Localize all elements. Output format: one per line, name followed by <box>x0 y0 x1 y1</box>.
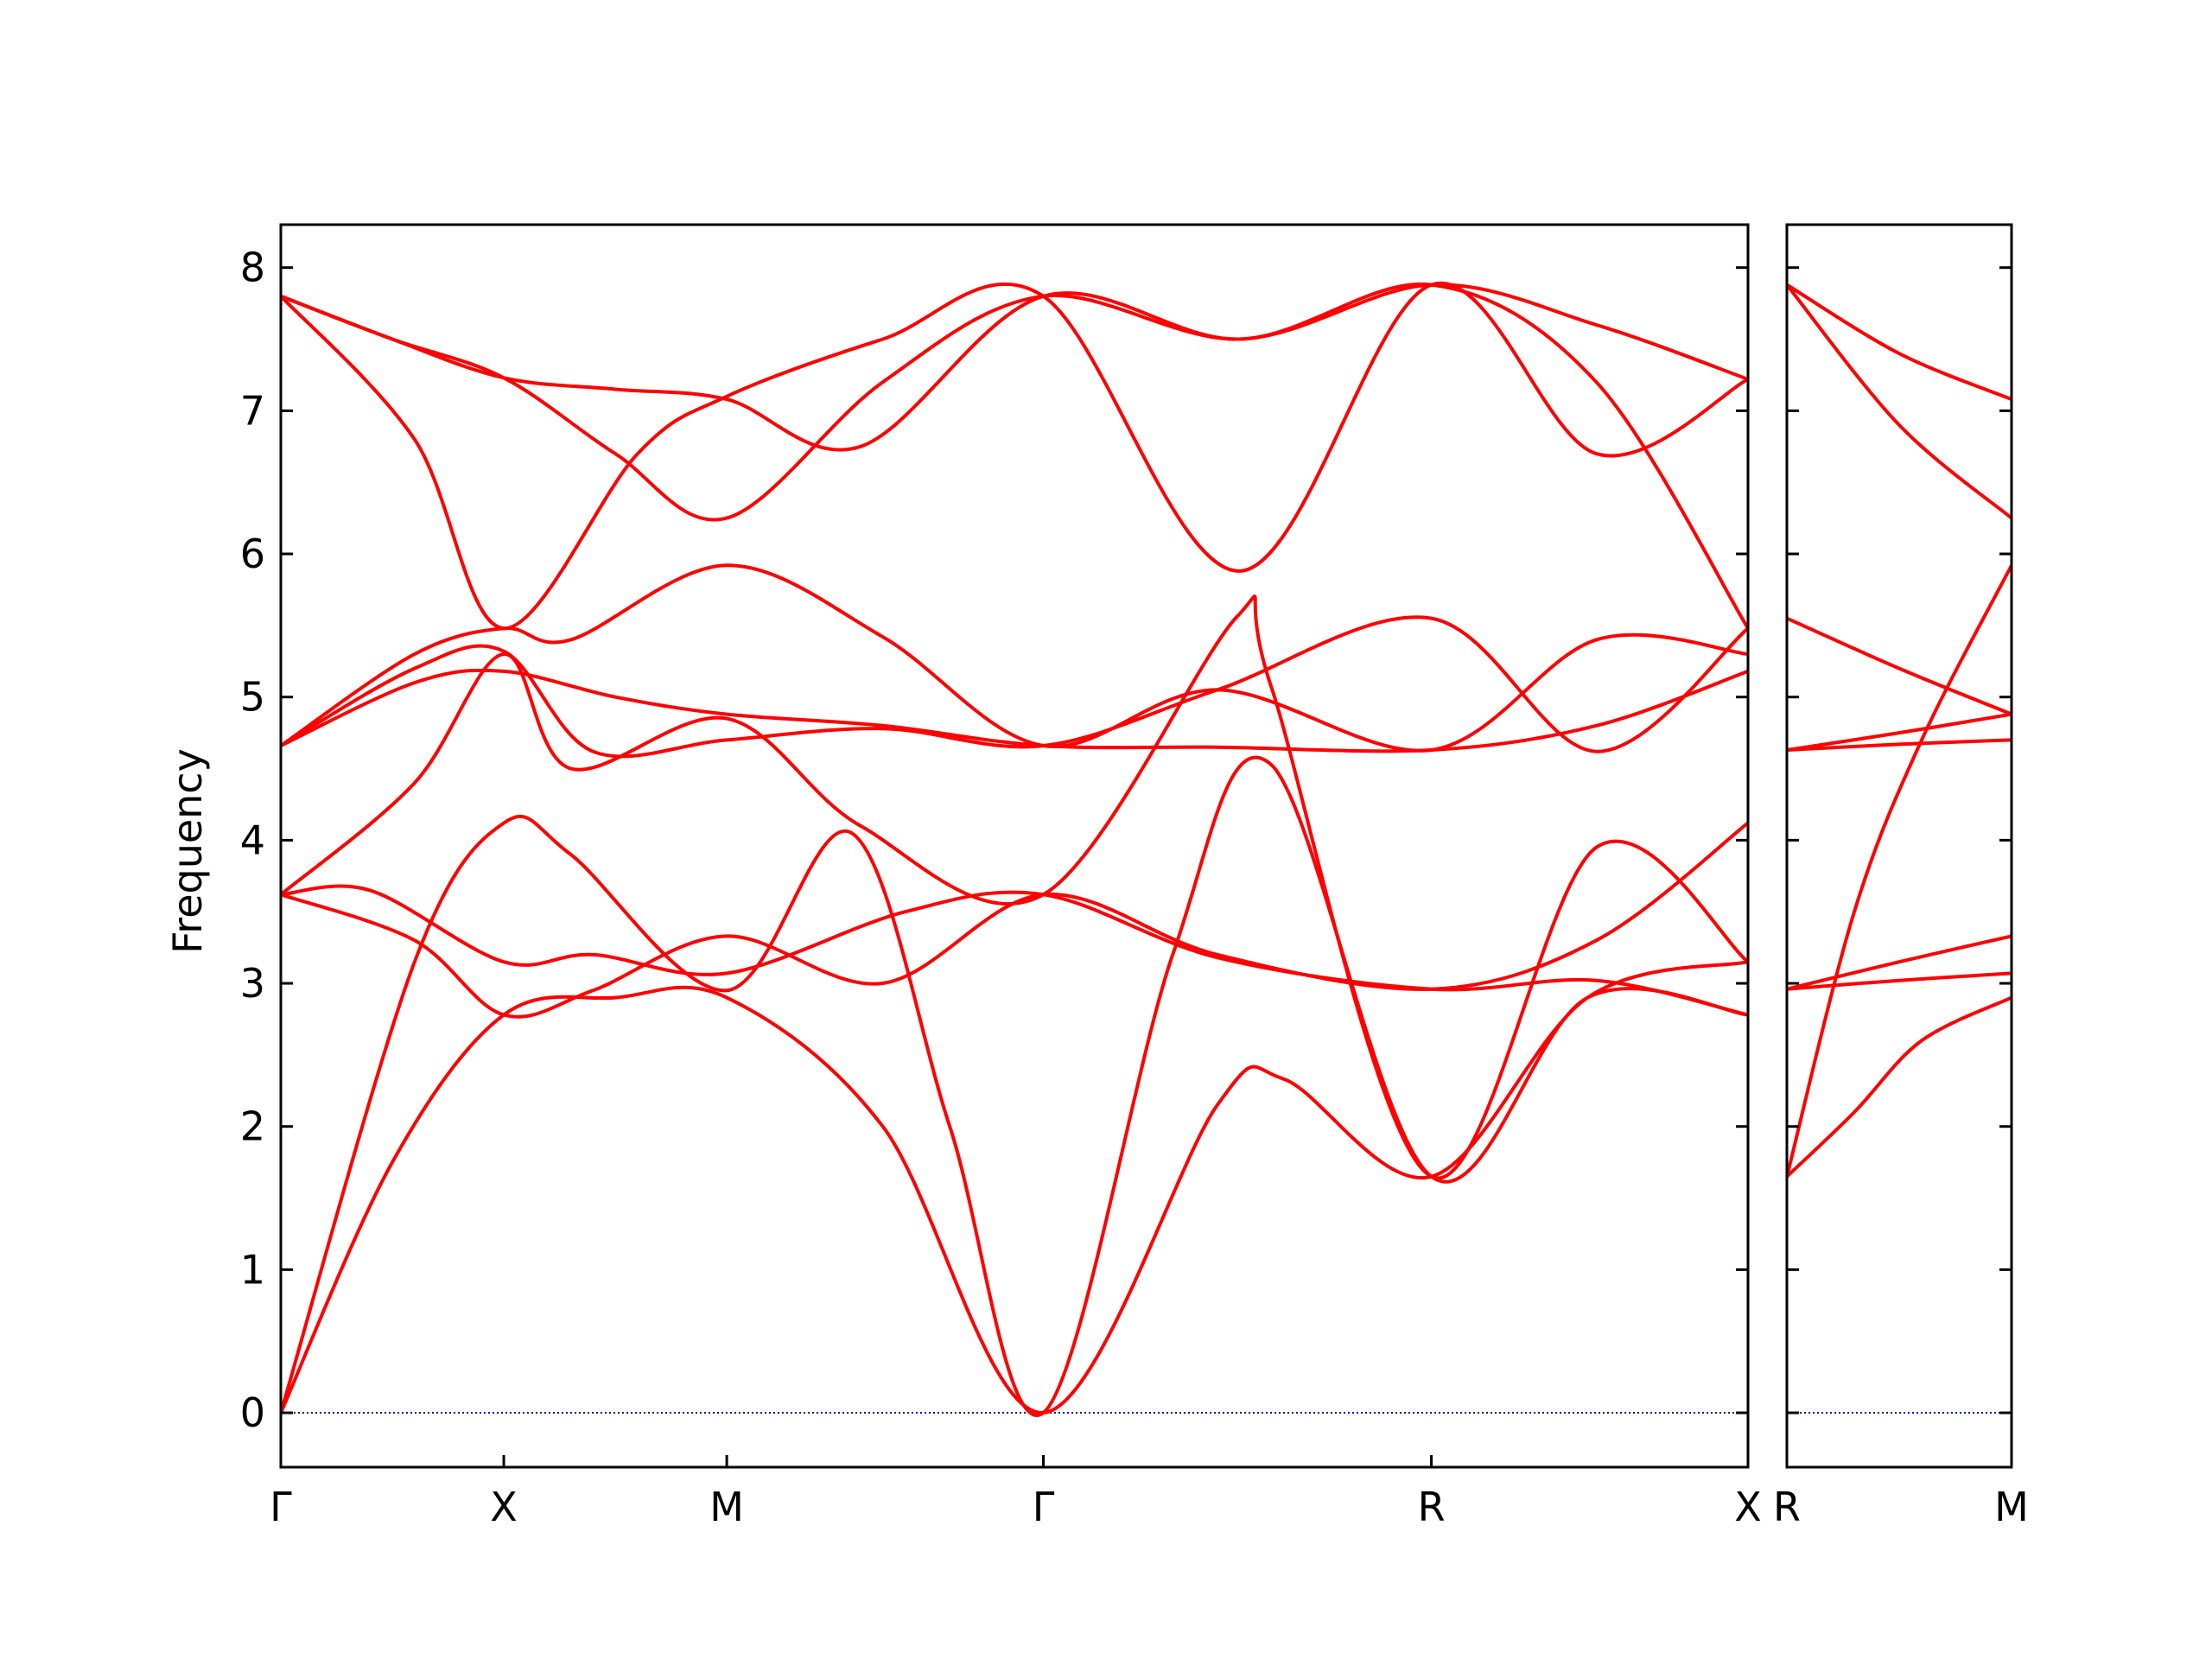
plot-frame <box>1785 223 2013 1469</box>
y-tick-label: 1 <box>240 1246 265 1293</box>
y-tick-label: 7 <box>240 387 265 434</box>
x-tick-label: X <box>490 1484 518 1530</box>
main-plot-panel: 0 1 2 3 4 5 6 7 8 Γ X M Γ R X <box>240 223 1762 1530</box>
band-rm-8 <box>1787 283 2012 520</box>
y-tick-label: 2 <box>240 1103 265 1150</box>
x-tick-label: Γ <box>270 1484 292 1530</box>
y-tick-label: 8 <box>240 245 265 291</box>
band-optical-1 <box>281 884 1748 1017</box>
band-lines <box>1787 283 2012 1179</box>
band-rm-5 <box>1787 738 2012 752</box>
band-rm-1 <box>1787 995 2012 1179</box>
band-rm-3 <box>1787 934 2012 991</box>
y-tick-label: 4 <box>240 817 265 863</box>
band-rm-4 <box>1787 971 2012 991</box>
x-tick-label: R <box>1418 1484 1446 1530</box>
x-tick-label: Γ <box>1033 1484 1055 1530</box>
y-tick-label: 0 <box>240 1389 265 1436</box>
band-optical-5 <box>281 615 1748 759</box>
band-optical-2 <box>281 821 1748 1019</box>
band-acoustic-3 <box>281 594 1748 1180</box>
band-optical-4 <box>281 563 1748 753</box>
y-axis-label: Frequency <box>164 748 211 954</box>
plot-frame <box>279 223 1750 1469</box>
x-tick-label: M <box>709 1484 744 1530</box>
band-optical-8 <box>281 283 1748 452</box>
band-rm-2 <box>1787 563 2012 1179</box>
y-tick-label: 5 <box>240 674 265 721</box>
band-rm-9 <box>1787 283 2012 402</box>
band-optical-6 <box>281 281 1748 631</box>
band-rm-6 <box>1787 712 2012 752</box>
x-tick-label: R <box>1773 1484 1801 1530</box>
band-lines <box>281 281 1748 1417</box>
band-rm-7 <box>1787 616 2012 716</box>
band-acoustic-1 <box>281 960 1748 1415</box>
band-acoustic-2 <box>281 755 1748 1417</box>
band-optical-3 <box>281 668 1748 753</box>
x-tick-label: M <box>1994 1484 2029 1530</box>
y-tick-label: 6 <box>240 531 265 577</box>
y-tick-label: 3 <box>240 960 265 1007</box>
x-tick-label: X <box>1734 1484 1762 1530</box>
band-optical-7 <box>281 282 1748 631</box>
